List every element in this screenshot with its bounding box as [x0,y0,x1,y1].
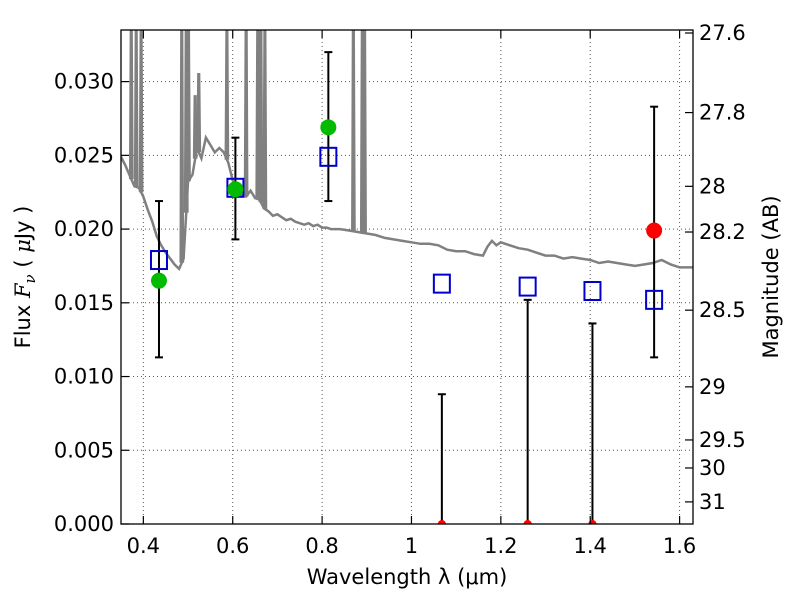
model-flux-square [149,250,168,271]
emission-line [138,30,144,193]
model-spectrum-line [121,134,693,272]
model-flux-square [319,146,338,167]
x-tick-label: 0.6 [216,534,249,558]
x-tick-label: 1 [405,534,418,558]
emission-line [192,95,198,159]
y-axis-label-left: Flux Fν ( μJy ) [11,206,39,349]
model-flux-square [645,289,664,310]
observed-point [320,119,337,136]
emission-line [196,72,202,153]
right-tick-label: 28.2 [699,220,746,244]
y-axis-label-right: Magnitude (AB) [759,195,783,358]
grid-lines [121,30,693,525]
right-tick-label: 29.5 [699,428,746,452]
right-tick-label: 27.8 [699,101,746,125]
emission-line [243,30,249,197]
emission-line [362,30,367,234]
x-tick-label: 0.8 [305,534,338,558]
emission-line [262,30,268,210]
plot-area [121,30,693,524]
observed-point [150,272,167,289]
y-tick-label: 0.030 [54,70,114,94]
right-tick-label: 29 [699,375,726,399]
x-tick-label: 1.6 [663,534,696,558]
axis-ticks: 0.4 0.6 0.8 1 1.2 1.4 1.6 0.000 0.005 0.010 0.015 0… [54,21,746,558]
emission-line [186,30,191,182]
model-flux-square [432,273,451,294]
x-tick-label: 1.2 [484,534,517,558]
emission-line [258,30,264,203]
emission-line [224,30,230,160]
right-tick-label: 28 [699,174,726,198]
emission-line [128,30,134,180]
model-flux-square [583,281,602,302]
right-tick-label: 28.5 [699,298,746,322]
right-tick-label: 27.6 [699,21,746,45]
x-tick-label: 0.4 [127,534,160,558]
observed-point [646,222,663,239]
y-tick-label: 0.020 [54,217,114,241]
model-flux-square [518,276,537,297]
plot-frame [120,29,694,525]
y-tick-label: 0.025 [54,143,114,167]
right-tick-label: 30 [699,456,726,480]
right-tick-label: 31 [699,490,726,514]
observed-point [523,520,532,524]
x-axis-label: Wavelength λ (μm) [307,565,508,589]
emission-line [133,30,139,187]
y-tick-label: 0.015 [54,291,114,315]
y-tick-label: 0.000 [54,512,114,536]
x-tick-label: 1.4 [574,534,607,558]
y-tick-label: 0.010 [54,365,114,389]
observed-point [437,520,446,524]
emission-line [179,30,185,263]
observed-point [227,181,244,198]
emission-line [351,30,356,232]
y-tick-label: 0.005 [54,438,114,462]
